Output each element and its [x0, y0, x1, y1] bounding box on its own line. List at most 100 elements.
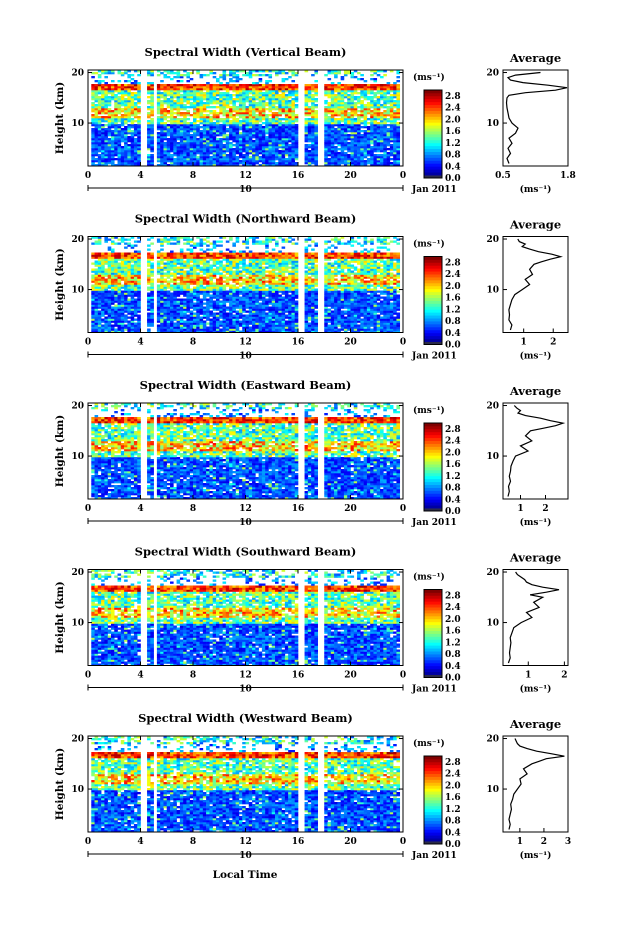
heatmap-cell: [351, 160, 355, 162]
heatmap-cell: [163, 110, 167, 112]
heatmap-cell: [268, 92, 272, 94]
heatmap-cell: [213, 162, 217, 164]
heatmap-cell: [200, 301, 204, 303]
heatmap-cell: [118, 142, 122, 144]
heatmap-cell: [183, 84, 187, 86]
heatmap-cell: [131, 144, 135, 146]
heatmap-cell: [121, 162, 125, 164]
heatmap-cell: [104, 297, 108, 299]
heatmap-cell: [193, 112, 197, 114]
heatmap-cell: [236, 138, 240, 140]
heatmap-cell: [226, 136, 230, 138]
heatmap-cell: [249, 88, 253, 90]
heatmap-cell: [173, 313, 177, 315]
heatmap-cell: [131, 301, 135, 303]
heatmap-cell: [232, 152, 236, 154]
heatmap-cell: [150, 265, 154, 267]
heatmap-cell: [124, 108, 128, 110]
heatmap-cell: [328, 132, 332, 134]
heatmap-cell: [360, 78, 364, 80]
heatmap-cell: [324, 150, 328, 152]
heatmap-cell: [91, 90, 95, 92]
heatmap-cell: [354, 126, 358, 128]
heatmap-cell: [124, 104, 128, 106]
heatmap-cell: [131, 140, 135, 142]
heatmap-cell: [219, 108, 223, 110]
heatmap-cell: [213, 255, 217, 257]
heatmap-cell: [278, 134, 282, 136]
heatmap-cell: [324, 120, 328, 122]
heatmap-cell: [282, 122, 286, 124]
heatmap-cell: [242, 74, 246, 76]
heatmap-cell: [160, 323, 164, 325]
heatmap-cell: [157, 267, 161, 269]
heatmap-cell: [118, 305, 122, 307]
heatmap-cell: [255, 116, 259, 118]
heatmap-cell: [114, 263, 118, 265]
heatmap-cell: [177, 136, 181, 138]
heatmap-cell: [160, 80, 164, 82]
heatmap-cell: [328, 104, 332, 106]
heatmap-cell: [249, 128, 253, 130]
heatmap-cell: [331, 126, 335, 128]
heatmap-cell: [377, 124, 381, 126]
heatmap-cell: [282, 100, 286, 102]
heatmap-cell: [328, 122, 332, 124]
heatmap-cell: [104, 146, 108, 148]
heatmap-cell: [137, 269, 141, 271]
heatmap-cell: [108, 72, 112, 74]
heatmap-cell: [121, 96, 125, 98]
heatmap-cell: [147, 136, 151, 138]
heatmap-cell: [127, 305, 131, 307]
heatmap-cell: [262, 102, 266, 104]
heatmap-cell: [272, 130, 276, 132]
heatmap-cell: [150, 309, 154, 311]
heatmap-cell: [337, 98, 341, 100]
heatmap-cell: [91, 285, 95, 287]
heatmap-cell: [213, 295, 217, 297]
heatmap-cell: [104, 321, 108, 323]
heatmap-cell: [278, 98, 282, 100]
heatmap-cell: [111, 88, 115, 90]
heatmap-cell: [373, 92, 377, 94]
heatmap-cell: [262, 146, 266, 148]
heatmap-cell: [104, 309, 108, 311]
heatmap-cell: [357, 124, 361, 126]
heatmap-cell: [186, 92, 190, 94]
heatmap-cell: [275, 134, 279, 136]
heatmap-cell: [209, 285, 213, 287]
heatmap-cell: [91, 114, 95, 116]
heatmap-cell: [167, 271, 171, 273]
heatmap-cell: [196, 128, 200, 130]
heatmap-cell: [196, 309, 200, 311]
x-tick-label: 4: [137, 171, 143, 181]
heatmap-cell: [236, 98, 240, 100]
heatmap-cell: [95, 323, 99, 325]
heatmap-cell: [232, 102, 236, 104]
heatmap-cell: [337, 110, 341, 112]
heatmap-cell: [95, 108, 99, 110]
heatmap-cell: [200, 257, 204, 259]
heatmap-cell: [396, 80, 400, 82]
heatmap-cell: [193, 277, 197, 279]
heatmap-cell: [180, 120, 184, 122]
heatmap-cell: [367, 134, 371, 136]
heatmap-cell: [347, 86, 351, 88]
heatmap-cell: [177, 76, 181, 78]
heatmap-cell: [311, 126, 315, 128]
heatmap-cell: [367, 126, 371, 128]
heatmap-cell: [213, 259, 217, 261]
heatmap-cell: [351, 162, 355, 164]
heatmap-cell: [314, 134, 318, 136]
heatmap-cell: [396, 130, 400, 132]
heatmap-cell: [272, 146, 276, 148]
heatmap-cell: [311, 152, 315, 154]
heatmap-cell: [387, 90, 391, 92]
heatmap-cell: [288, 150, 292, 152]
heatmap-cell: [157, 309, 161, 311]
heatmap-cell: [111, 257, 115, 259]
heatmap-cell: [127, 253, 131, 255]
heatmap-cell: [373, 86, 377, 88]
heatmap-cell: [137, 100, 141, 102]
heatmap-cell: [124, 317, 128, 319]
